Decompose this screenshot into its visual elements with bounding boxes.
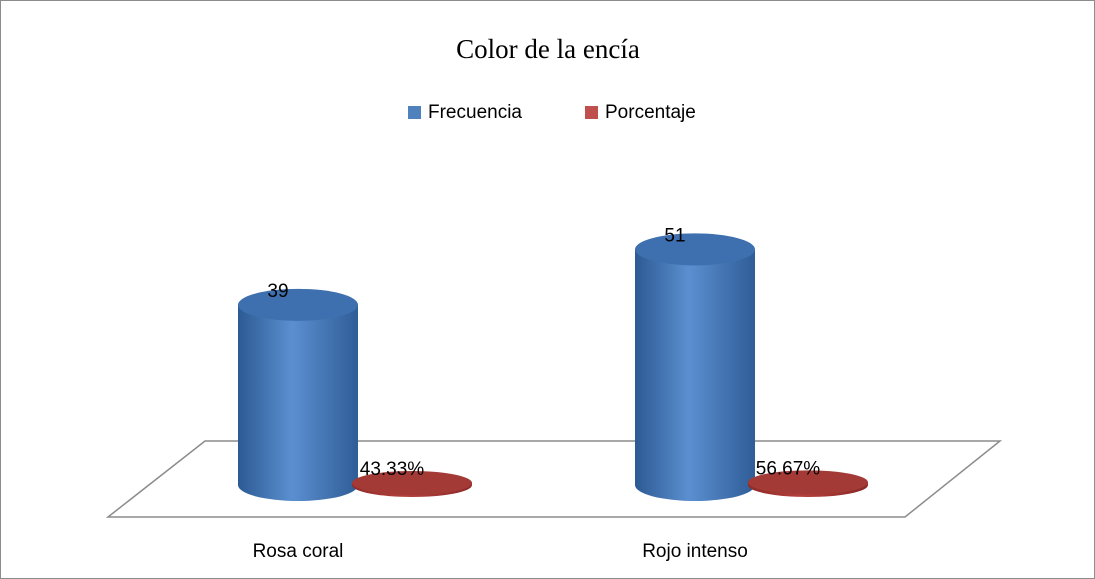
x-tick-label: Rosa coral [253, 541, 344, 562]
cylinder-top [352, 470, 472, 495]
data-label: 39 [267, 281, 288, 302]
legend-swatch [585, 106, 598, 119]
data-label: 51 [664, 225, 685, 246]
x-tick-label: Rojo intenso [642, 541, 748, 562]
data-label: 43.33% [360, 459, 425, 480]
cylinder-top [635, 233, 755, 266]
legend-swatch [408, 106, 421, 119]
cylinder-top [238, 288, 358, 321]
legend-label: Porcentaje [605, 102, 696, 123]
legend-label: Frecuencia [428, 102, 522, 123]
chart-title: Color de la encía [456, 34, 640, 64]
cylinder [238, 304, 358, 501]
cylinder-top [748, 470, 868, 495]
cylinder [635, 249, 755, 501]
data-label: 56.67% [756, 458, 821, 479]
